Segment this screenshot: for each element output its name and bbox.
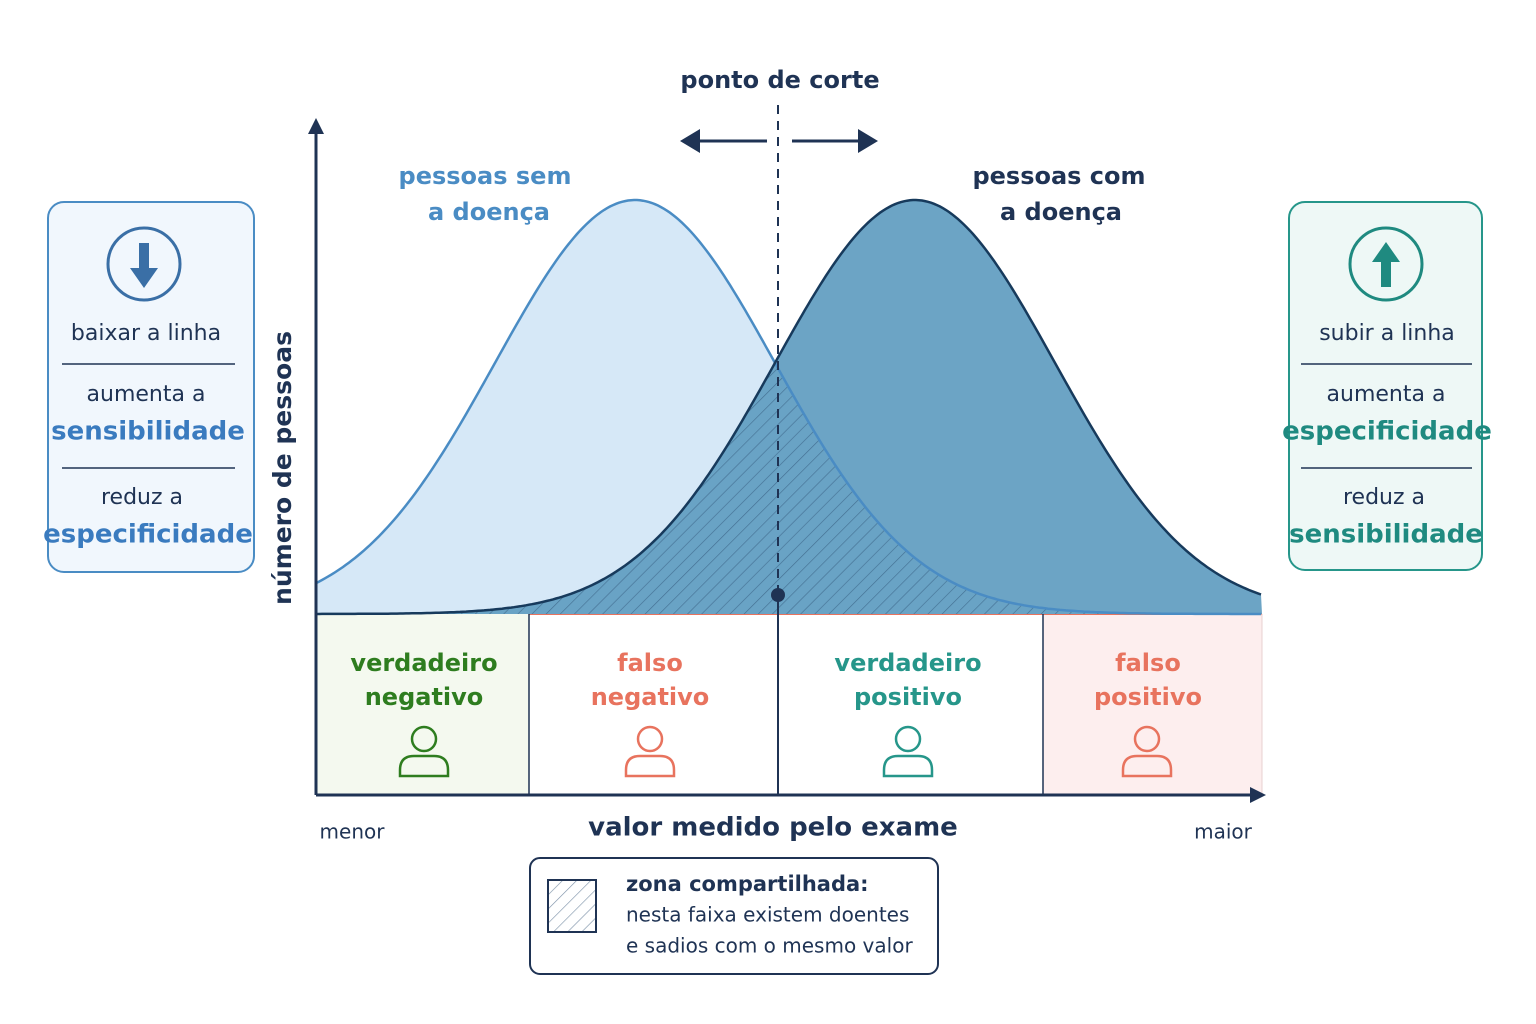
curve-label: pessoas com: [972, 162, 1145, 190]
person-head: [1133, 725, 1161, 753]
person-head: [410, 725, 438, 753]
legend-text: e sadios com o mesmo valor: [626, 934, 913, 958]
right-panel: [1288, 201, 1483, 571]
person-body: [398, 754, 450, 778]
title: ponto de corte: [680, 66, 879, 94]
zone-label: verdadeiro: [834, 649, 981, 677]
zone-label: falso: [617, 649, 683, 677]
panel-text: aumenta a: [1327, 382, 1446, 407]
panel-action: subir a linha: [1319, 321, 1455, 346]
zone-label: positivo: [854, 683, 962, 711]
zone-label: negativo: [365, 683, 484, 711]
legend-text: nesta faixa existem doentes: [626, 903, 909, 927]
x-axis-min: menor: [320, 820, 386, 844]
zone-label: positivo: [1094, 683, 1202, 711]
up-arrow: [1372, 242, 1400, 287]
panel-text: reduz a: [1343, 485, 1425, 510]
zone-label: falso: [1115, 649, 1181, 677]
left-panel: [47, 201, 255, 573]
panel-text: aumenta a: [87, 382, 206, 407]
panel-emphasis: sensibilidade: [1289, 520, 1483, 550]
panel-action: baixar a linha: [71, 321, 221, 346]
x-axis-title: valor medido pelo exame: [588, 813, 958, 843]
panel-emphasis: sensibilidade: [51, 417, 245, 447]
person-head: [894, 725, 922, 753]
legend: [529, 857, 939, 975]
zone-label: verdadeiro: [350, 649, 497, 677]
people: [398, 725, 1173, 778]
curve-healthy-line: [315, 198, 1261, 616]
panel-emphasis: especificidade: [43, 520, 253, 550]
person-body: [624, 754, 676, 778]
zone-label: negativo: [591, 683, 710, 711]
arrowheads: [680, 129, 878, 153]
y-axis-title: número de pessoas: [268, 331, 297, 605]
person-head: [636, 725, 664, 753]
curve-label: a doença: [1000, 198, 1122, 226]
cutoff-point: [771, 588, 785, 602]
panel-emphasis: especificidade: [1282, 417, 1492, 447]
zone-bg: [316, 614, 529, 795]
down-arrow: [130, 243, 158, 288]
down-icon: [106, 226, 182, 302]
axes: [314, 128, 1255, 797]
zone-labels: verdadeiro negativo falso negativo verda…: [350, 649, 1202, 711]
x-axis-max: maior: [1194, 820, 1253, 844]
curve-label: a doença: [428, 198, 550, 226]
curve-sick-line: [316, 198, 1262, 616]
zone-bg: [1043, 614, 1262, 795]
curve-label: pessoas sem: [399, 162, 572, 190]
person-body: [882, 754, 934, 778]
curves: [315, 198, 1262, 616]
up-icon: [1348, 226, 1424, 302]
legend-title: zona compartilhada:: [626, 872, 869, 896]
overlap: [316, 362, 1262, 614]
panel-text: reduz a: [101, 485, 183, 510]
legend-swatch: [547, 879, 597, 933]
person-body: [1121, 754, 1173, 778]
